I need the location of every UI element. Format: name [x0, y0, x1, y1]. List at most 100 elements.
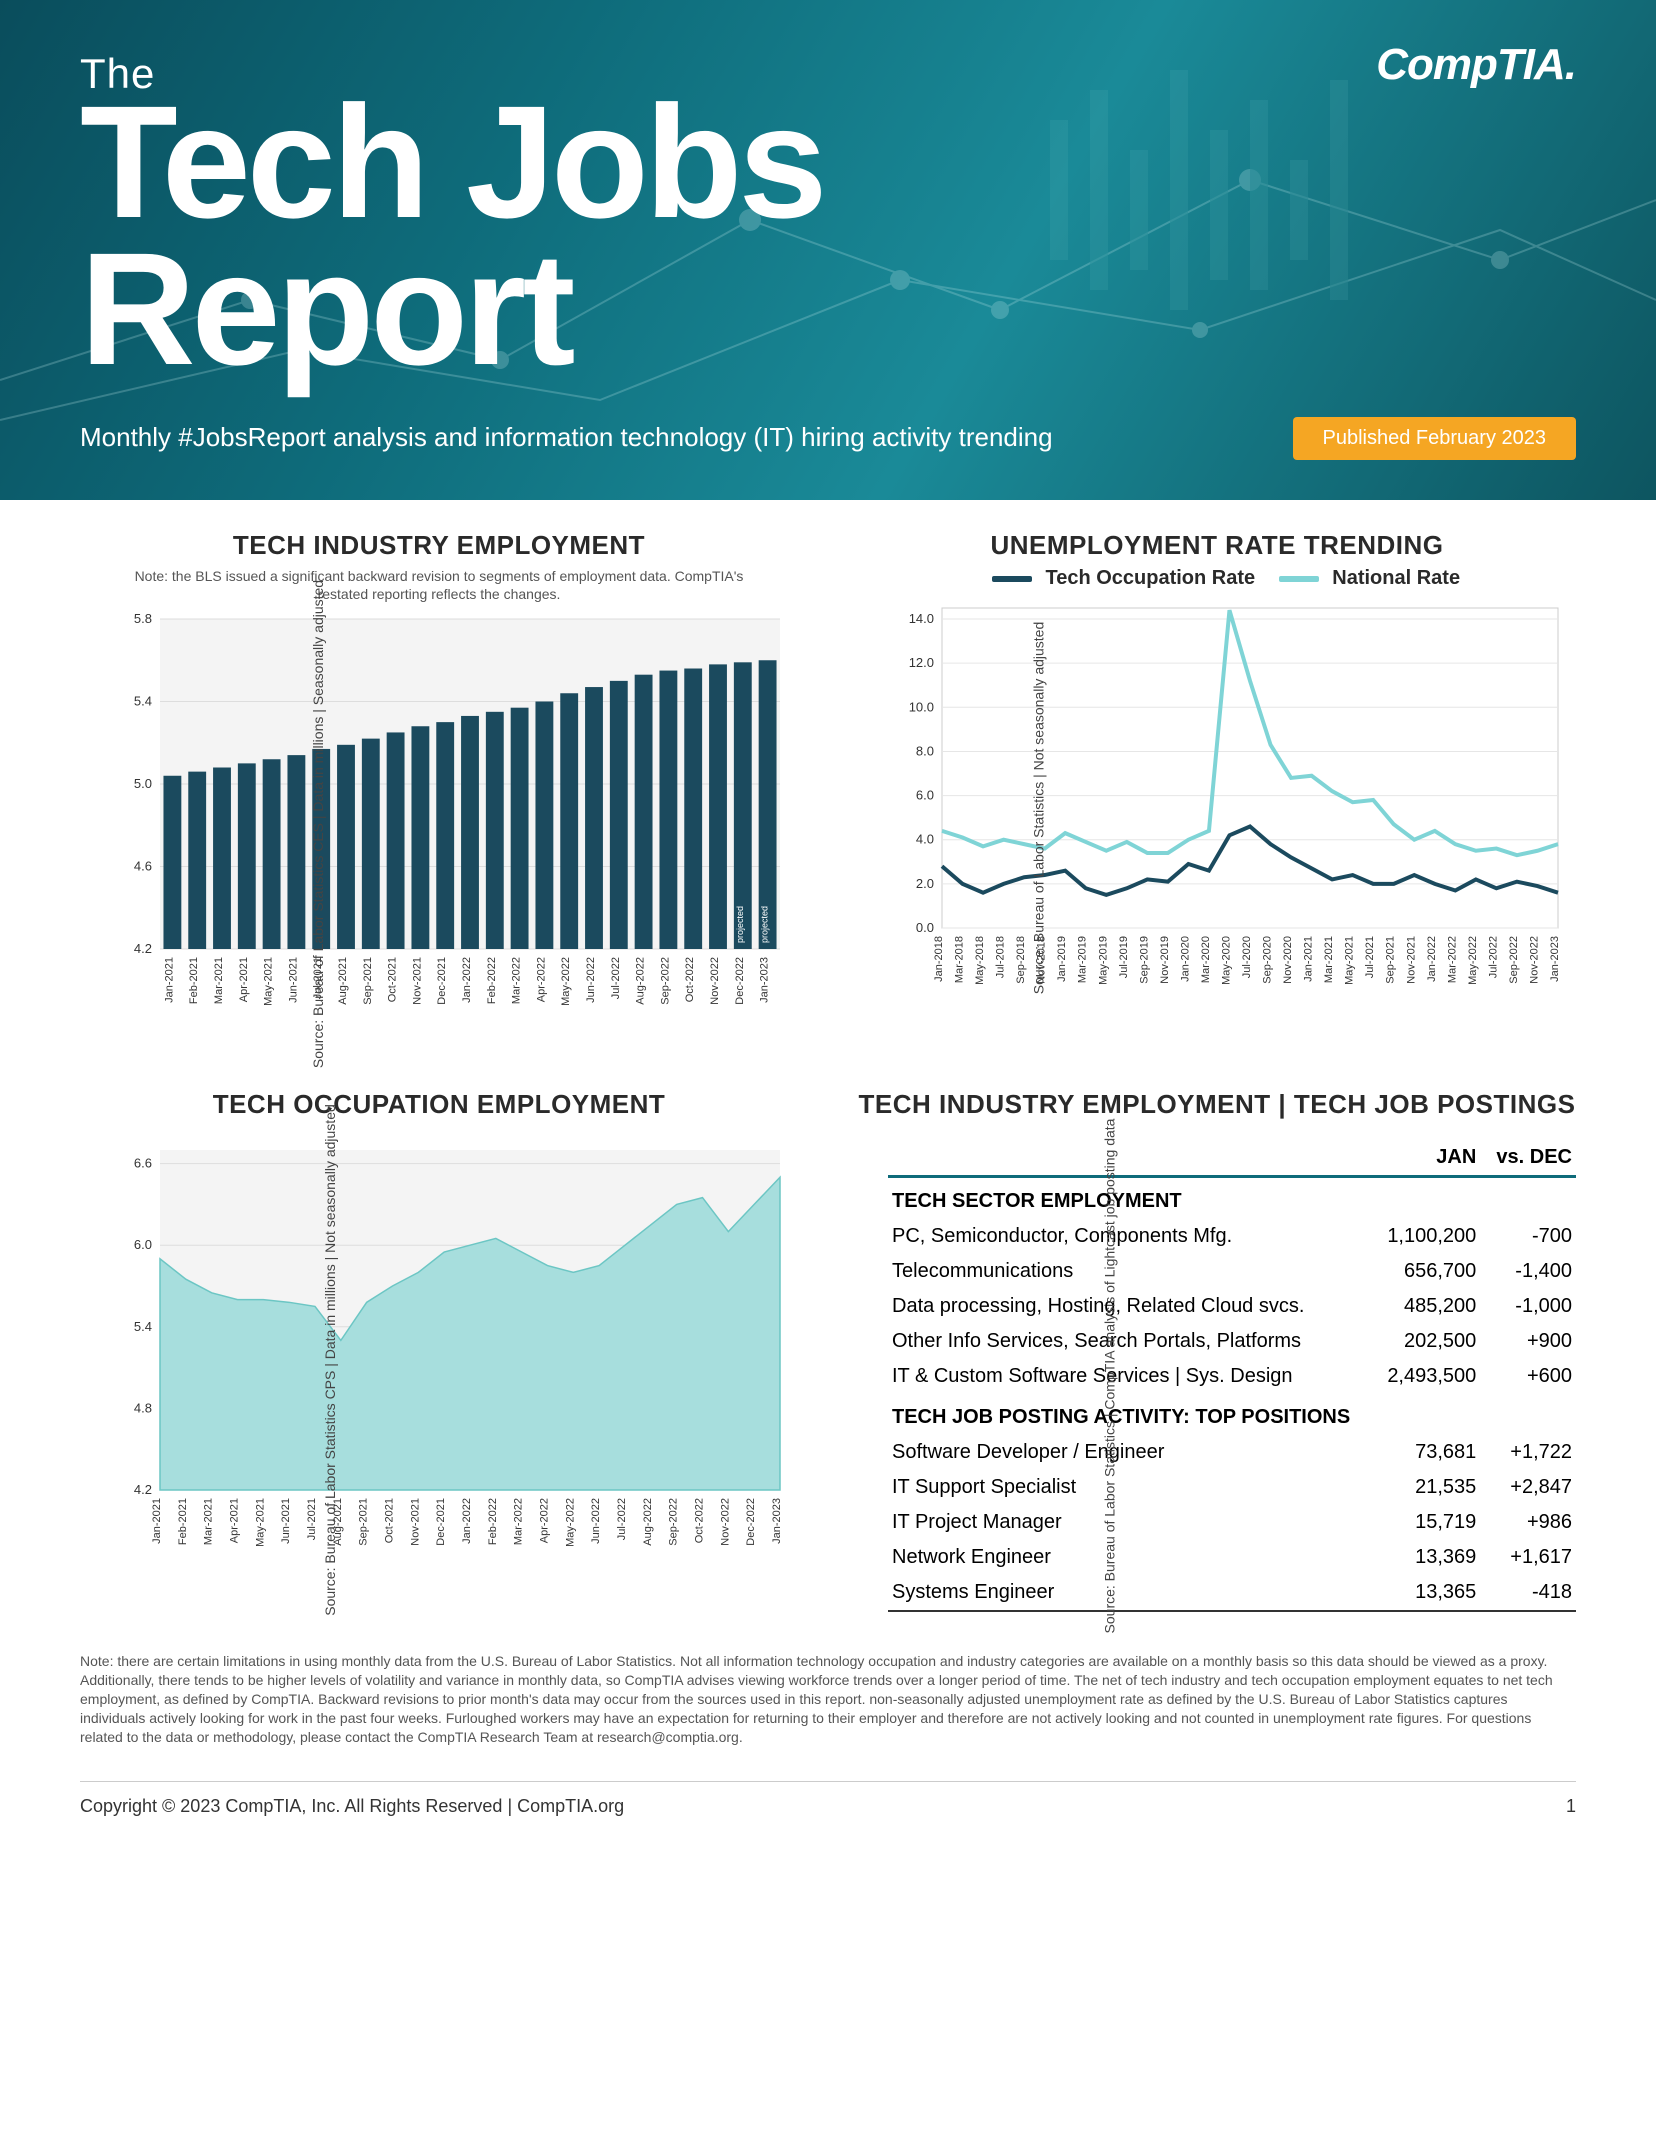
- copyright-text: Copyright © 2023 CompTIA, Inc. All Right…: [80, 1796, 624, 1817]
- legend-swatch-tech: [992, 576, 1032, 582]
- svg-text:12.0: 12.0: [909, 655, 934, 670]
- svg-text:5.8: 5.8: [134, 611, 152, 626]
- legend-label-national: National Rate: [1332, 567, 1460, 589]
- svg-text:Mar-2021: Mar-2021: [203, 1498, 215, 1545]
- svg-text:Aug-2022: Aug-2022: [642, 1498, 654, 1546]
- svg-text:Oct-2021: Oct-2021: [384, 1498, 396, 1543]
- legend-swatch-national: [1279, 576, 1319, 582]
- svg-text:Oct-2022: Oct-2022: [684, 957, 696, 1002]
- table-row: Network Engineer13,369+1,617: [888, 1540, 1576, 1575]
- svg-text:Jul-2022: Jul-2022: [1487, 936, 1499, 978]
- panel-employment-table: TECH INDUSTRY EMPLOYMENT | TECH JOB POST…: [858, 1089, 1576, 1612]
- svg-text:Jan-2022: Jan-2022: [461, 1498, 473, 1544]
- table-row: Telecommunications656,700-1,400: [888, 1254, 1576, 1289]
- svg-text:4.2: 4.2: [134, 941, 152, 956]
- svg-text:Sep-2020: Sep-2020: [1262, 936, 1274, 984]
- hero-banner: CompTIA. The Tech Jobs Report Monthly #J…: [0, 0, 1656, 500]
- svg-text:Jan-2021: Jan-2021: [151, 1498, 163, 1544]
- svg-text:Jun-2022: Jun-2022: [590, 1498, 602, 1544]
- svg-text:2.0: 2.0: [916, 876, 934, 891]
- panel-industry-employment: TECH INDUSTRY EMPLOYMENT Note: the BLS i…: [80, 530, 798, 1039]
- svg-text:Mar-2022: Mar-2022: [1446, 936, 1458, 983]
- svg-text:Mar-2022: Mar-2022: [513, 1498, 525, 1545]
- svg-text:Jan-2022: Jan-2022: [461, 957, 473, 1003]
- svg-text:Sep-2021: Sep-2021: [358, 1498, 370, 1546]
- line-chart-unemployment: 0.02.04.06.08.010.012.014.0Jan-2018Mar-2…: [888, 598, 1568, 1018]
- svg-text:Oct-2021: Oct-2021: [387, 957, 399, 1002]
- svg-text:Jan-2023: Jan-2023: [759, 957, 771, 1003]
- svg-text:Mar-2020: Mar-2020: [1200, 936, 1212, 983]
- svg-text:Feb-2021: Feb-2021: [188, 957, 200, 1004]
- svg-text:projected: projected: [735, 906, 745, 943]
- chart-note: Note: the BLS issued a significant backw…: [80, 567, 798, 603]
- svg-text:4.0: 4.0: [916, 832, 934, 847]
- svg-text:Jan-2021: Jan-2021: [163, 957, 175, 1003]
- svg-text:4.8: 4.8: [134, 1401, 152, 1416]
- table-header: JAN: [1369, 1140, 1480, 1177]
- svg-text:Jul-2021: Jul-2021: [306, 1498, 318, 1540]
- legend-label-tech: Tech Occupation Rate: [1045, 567, 1255, 589]
- svg-text:Nov-2019: Nov-2019: [1159, 936, 1171, 984]
- svg-text:Mar-2021: Mar-2021: [213, 957, 225, 1004]
- svg-text:4.6: 4.6: [134, 859, 152, 874]
- hero-title-line2: Report: [80, 235, 1576, 382]
- table-row: PC, Semiconductor, Components Mfg.1,100,…: [888, 1219, 1576, 1254]
- svg-text:Sep-2021: Sep-2021: [362, 957, 374, 1005]
- svg-text:Jun-2021: Jun-2021: [280, 1498, 292, 1544]
- svg-text:Sep-2022: Sep-2022: [668, 1498, 680, 1546]
- svg-text:Jan-2020: Jan-2020: [1179, 936, 1191, 982]
- svg-text:Jul-2022: Jul-2022: [616, 1498, 628, 1540]
- svg-text:Sep-2021: Sep-2021: [1385, 936, 1397, 984]
- svg-text:Jul-2019: Jul-2019: [1118, 936, 1130, 978]
- svg-text:May-2018: May-2018: [974, 936, 986, 985]
- svg-text:Jul-2022: Jul-2022: [610, 957, 622, 999]
- svg-text:Sep-2018: Sep-2018: [1015, 936, 1027, 984]
- svg-text:Dec-2022: Dec-2022: [745, 1498, 757, 1546]
- svg-text:Jan-2023: Jan-2023: [1549, 936, 1561, 982]
- svg-text:Mar-2019: Mar-2019: [1077, 936, 1089, 983]
- table-header: [888, 1140, 1369, 1177]
- panel-unemployment: UNEMPLOYMENT RATE TRENDING Tech Occupati…: [858, 530, 1576, 1039]
- svg-text:Feb-2022: Feb-2022: [486, 957, 498, 1004]
- bar-chart-industry-employment: 4.24.65.05.45.8Jan-2021Feb-2021Mar-2021A…: [110, 609, 790, 1039]
- svg-text:Jan-2019: Jan-2019: [1056, 936, 1068, 982]
- svg-text:10.0: 10.0: [909, 699, 934, 714]
- svg-text:May-2021: May-2021: [263, 957, 275, 1006]
- svg-text:Apr-2021: Apr-2021: [238, 957, 250, 1002]
- hero-title: Tech Jobs Report: [80, 88, 1576, 382]
- table-row: Other Info Services, Search Portals, Pla…: [888, 1324, 1576, 1359]
- svg-text:Jun-2021: Jun-2021: [287, 957, 299, 1003]
- svg-text:Nov-2022: Nov-2022: [709, 957, 721, 1005]
- chart-ylabel: Source: Bureau of Labor Statistics CPS |…: [322, 1105, 338, 1617]
- svg-text:Mar-2021: Mar-2021: [1323, 936, 1335, 983]
- svg-text:projected: projected: [760, 906, 770, 943]
- svg-text:May-2020: May-2020: [1220, 936, 1232, 985]
- svg-text:Nov-2020: Nov-2020: [1282, 936, 1294, 984]
- svg-text:Sep-2022: Sep-2022: [1508, 936, 1520, 984]
- svg-text:Jan-2021: Jan-2021: [1303, 936, 1315, 982]
- svg-text:Apr-2022: Apr-2022: [539, 1498, 551, 1543]
- svg-text:5.0: 5.0: [134, 776, 152, 791]
- chart-legend: Tech Occupation Rate National Rate: [858, 567, 1576, 590]
- page-footer: Copyright © 2023 CompTIA, Inc. All Right…: [80, 1781, 1576, 1857]
- svg-text:Nov-2021: Nov-2021: [409, 1498, 421, 1546]
- chart-ylabel: Source: Bureau of Labor Statistics | Not…: [1030, 622, 1046, 995]
- svg-text:Dec-2021: Dec-2021: [435, 1498, 447, 1546]
- svg-text:Dec-2022: Dec-2022: [734, 957, 746, 1005]
- panel-occupation-employment: TECH OCCUPATION EMPLOYMENT Source: Burea…: [80, 1089, 798, 1612]
- area-chart-occupation-employment: 4.24.85.46.06.6Jan-2021Feb-2021Mar-2021A…: [110, 1140, 790, 1580]
- employment-jobs-table: JANvs. DECTECH SECTOR EMPLOYMENTPC, Semi…: [888, 1140, 1576, 1612]
- svg-text:Nov-2021: Nov-2021: [411, 957, 423, 1005]
- svg-text:Jan-2022: Jan-2022: [1426, 936, 1438, 982]
- svg-text:Jul-2018: Jul-2018: [995, 936, 1007, 978]
- svg-text:Sep-2019: Sep-2019: [1138, 936, 1150, 984]
- svg-text:6.0: 6.0: [916, 788, 934, 803]
- table-row: Systems Engineer13,365-418: [888, 1575, 1576, 1611]
- chart-ylabel: Source: Bureau of Labor Statistics CES |…: [310, 580, 326, 1068]
- svg-text:Sep-2022: Sep-2022: [659, 957, 671, 1005]
- chart-title: TECH INDUSTRY EMPLOYMENT: [80, 530, 798, 561]
- svg-text:Nov-2022: Nov-2022: [719, 1498, 731, 1546]
- svg-text:Jun-2022: Jun-2022: [585, 957, 597, 1003]
- svg-text:Nov-2022: Nov-2022: [1528, 936, 1540, 984]
- svg-text:Dec-2021: Dec-2021: [436, 957, 448, 1005]
